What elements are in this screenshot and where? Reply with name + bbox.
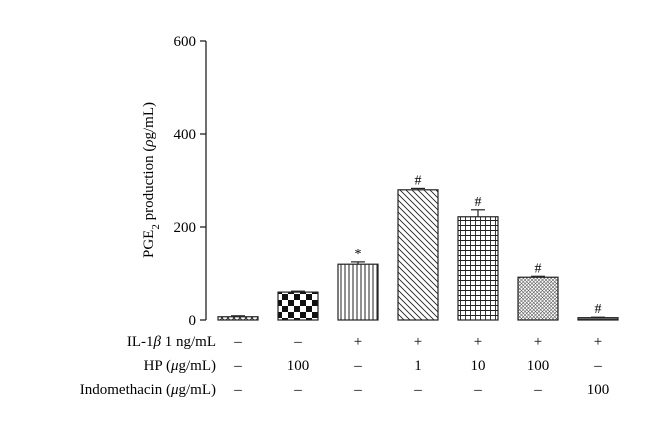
bar-6 xyxy=(517,276,559,321)
significance-mark-5: # xyxy=(475,195,482,210)
treatment-cell: 10 xyxy=(471,358,486,374)
y-axis-title: PGE2 production (ρg/mL) xyxy=(141,102,162,258)
treatment-cell: – xyxy=(293,334,302,350)
y-tick-label: 0 xyxy=(189,313,197,329)
treatment-cell: + xyxy=(594,334,602,350)
treatment-cell: – xyxy=(233,334,242,350)
bar-4 xyxy=(397,189,439,321)
y-tick-label: 200 xyxy=(174,220,197,236)
bar-1 xyxy=(217,316,259,321)
bar-2 xyxy=(277,291,319,321)
treatment-row-label-1: IL-1β 1 ng/mL xyxy=(127,334,216,350)
significance-mark-4: # xyxy=(415,173,422,188)
treatment-cell: – xyxy=(473,382,482,398)
treatment-cell: – xyxy=(353,382,362,398)
treatment-table: IL-1β 1 ng/mL – – + + + + + HP (μg/mL) – 100 – 1 10 10… xyxy=(80,334,610,398)
treatment-row-label-3: Indomethacin (μg/mL) xyxy=(80,382,216,398)
significance-mark-3: * xyxy=(355,247,362,262)
treatment-cell: – xyxy=(233,358,242,374)
bar-3 xyxy=(337,263,379,321)
bar-5 xyxy=(457,216,499,321)
treatment-cell: – xyxy=(353,358,362,374)
treatment-cell: – xyxy=(533,382,542,398)
treatment-cell: + xyxy=(474,334,482,350)
significance-mark-7: # xyxy=(595,302,602,317)
y-axis: 0 200 400 600 xyxy=(174,34,207,329)
treatment-cell: – xyxy=(233,382,242,398)
treatment-cell: 1 xyxy=(414,358,422,374)
treatment-cell: + xyxy=(414,334,422,350)
treatment-cell: – xyxy=(413,382,422,398)
treatment-cell: + xyxy=(534,334,542,350)
y-tick-label: 400 xyxy=(174,127,197,143)
treatment-cell: – xyxy=(593,358,602,374)
significance-mark-6: # xyxy=(535,261,542,276)
treatment-cell: 100 xyxy=(527,358,550,374)
bar-series: * # # # # xyxy=(217,173,619,321)
bar-7 xyxy=(577,317,619,321)
treatment-cell: 100 xyxy=(587,382,610,398)
treatment-cell: + xyxy=(354,334,362,350)
y-axis-title-subscript: 2 xyxy=(150,224,162,230)
y-axis-title-group: PGE2 production (ρg/mL) xyxy=(141,102,162,258)
treatment-cell: – xyxy=(293,382,302,398)
treatment-row-label-2: HP (μg/mL) xyxy=(144,358,216,374)
y-tick-label: 600 xyxy=(174,34,197,50)
treatment-cell: 100 xyxy=(287,358,310,374)
